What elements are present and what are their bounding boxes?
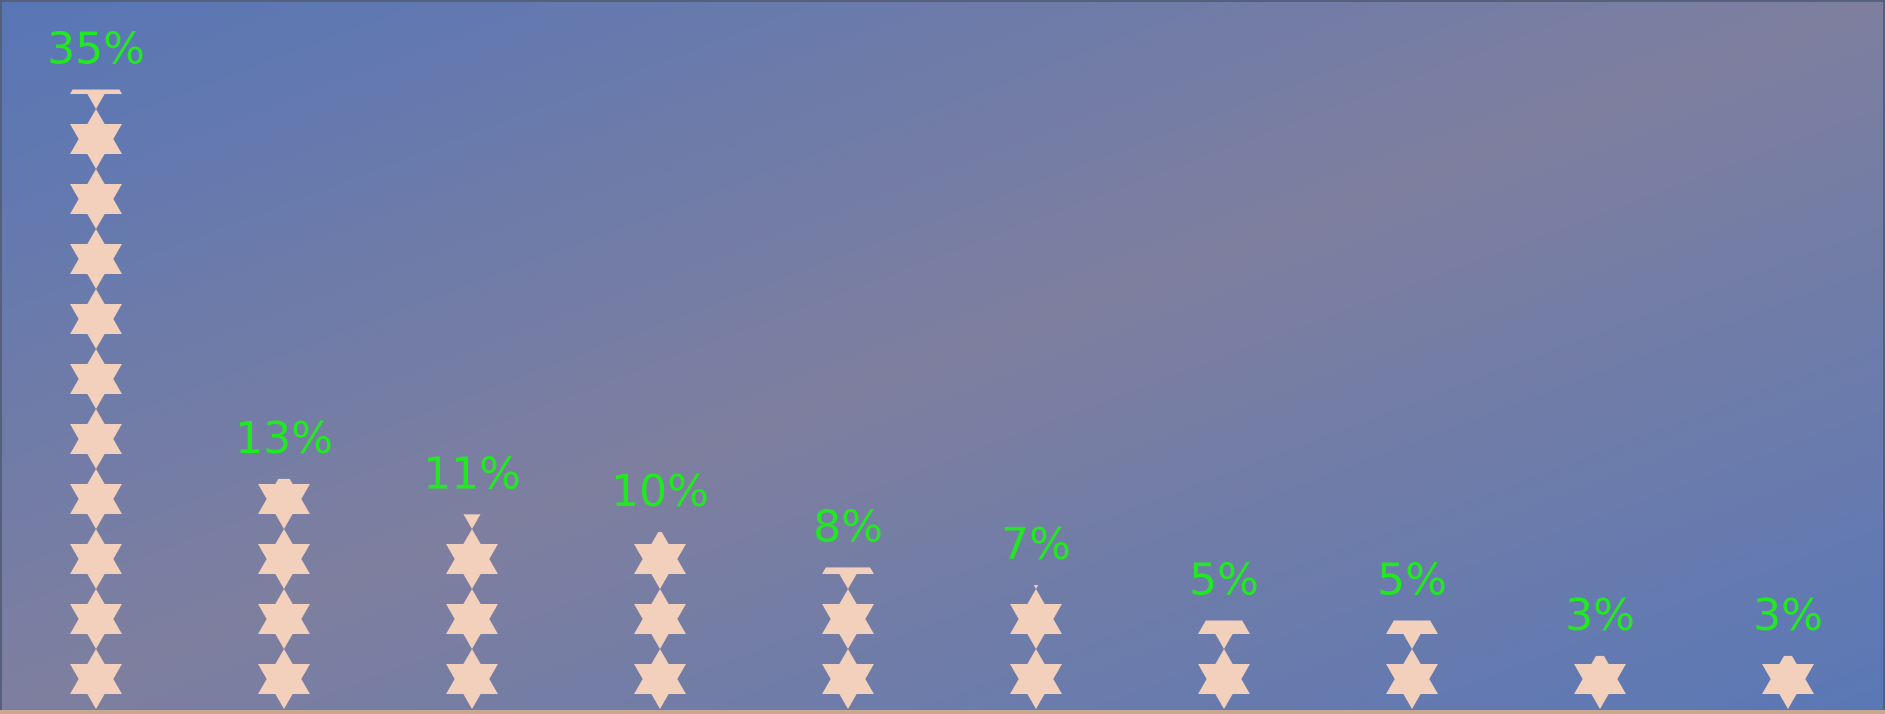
value-label: 35% [47, 24, 145, 75]
value-label: 8% [813, 501, 883, 552]
bottom-edge [0, 710, 1885, 714]
icon-bar [1338, 620, 1486, 709]
icon-bar [962, 585, 1110, 709]
icon-bar [398, 514, 546, 709]
value-label: 3% [1565, 590, 1635, 641]
icon-bar [774, 567, 922, 709]
icon-bar [22, 89, 170, 709]
value-label: 3% [1753, 590, 1823, 641]
value-label: 10% [611, 466, 709, 517]
value-label: 7% [1001, 519, 1071, 570]
value-label: 5% [1377, 555, 1447, 606]
value-label: 5% [1189, 555, 1259, 606]
icon-bar [1714, 655, 1862, 709]
icon-bar [210, 478, 358, 709]
icon-bar [586, 532, 734, 709]
value-label: 11% [423, 448, 521, 499]
value-label: 13% [235, 413, 333, 464]
icon-bar [1150, 620, 1298, 709]
icon-bar [1526, 655, 1674, 709]
